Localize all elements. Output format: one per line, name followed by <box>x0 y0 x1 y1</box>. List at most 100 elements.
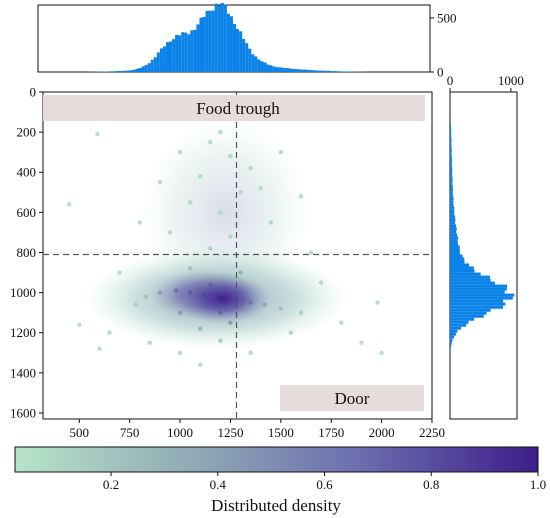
top-histogram-bar <box>293 69 297 72</box>
x-tick-label: 2000 <box>369 425 395 440</box>
right-histogram-bar <box>450 287 507 291</box>
right-histogram-bar <box>450 317 475 321</box>
right-histogram-bar <box>450 314 484 318</box>
scatter-point <box>258 186 263 191</box>
right-histogram-bar <box>450 239 458 243</box>
scatter-point <box>198 326 203 331</box>
x-tick-label: 500 <box>70 425 90 440</box>
top-histogram-bar <box>166 42 170 72</box>
top-histogram-bar <box>284 68 288 72</box>
right-histogram-bar <box>450 245 460 249</box>
door-label: Door <box>335 389 370 408</box>
top-histogram-bar <box>297 69 301 72</box>
top-histogram-bar <box>141 66 145 72</box>
top-histogram-bar <box>102 71 106 72</box>
right-histogram-bar <box>450 203 454 207</box>
scatter-point <box>167 230 173 235</box>
right-histogram-bar <box>450 332 456 336</box>
top-histogram-bar <box>156 52 160 72</box>
scatter-point <box>208 140 213 145</box>
scatter-points-layer <box>67 117 384 392</box>
top-histogram-bar <box>193 29 197 72</box>
scatter-point <box>147 340 152 345</box>
top-histogram-bar <box>251 54 255 72</box>
right-histogram-bar <box>450 296 513 300</box>
right-histogram-bar <box>450 263 470 267</box>
right-histogram-bar <box>450 305 503 309</box>
right-histogram-bar <box>450 320 469 324</box>
scatter-point <box>177 350 183 355</box>
top-histogram-bar <box>196 24 200 72</box>
top-histogram-bar <box>330 71 334 72</box>
y-tick-label: 1600 <box>10 405 36 420</box>
scatter-point <box>278 150 283 155</box>
right-histogram-bar <box>450 182 453 186</box>
top-histogram-bar <box>303 69 307 72</box>
right-histogram-bar <box>450 146 452 150</box>
top-histogram-bar <box>138 68 142 72</box>
right-histogram-bar <box>450 254 463 258</box>
top-histogram-bar <box>239 31 243 72</box>
right-histogram-bar <box>450 272 481 276</box>
right-histogram-bar <box>450 257 465 261</box>
scatter-point <box>67 202 72 207</box>
top-histogram-bar <box>333 71 337 72</box>
scatter-point <box>97 346 102 351</box>
scatter-point <box>177 150 183 155</box>
top-histogram-bar <box>187 34 191 72</box>
right-histogram-bar <box>450 122 451 126</box>
scatter-point <box>228 154 233 159</box>
top-histogram-bar <box>159 48 163 72</box>
x-tick-label: 750 <box>120 425 140 440</box>
top-histogram-bar <box>226 13 230 73</box>
right-histogram-bar <box>450 131 452 135</box>
scatter-point <box>228 234 233 239</box>
top-histogram-bar <box>342 71 346 72</box>
x-tick-label: 1750 <box>318 425 344 440</box>
top-histogram-bar <box>172 39 176 72</box>
right-histogram-bar <box>450 212 455 216</box>
right-histogram-bar <box>450 194 454 198</box>
top-histogram-bar <box>315 70 319 72</box>
top-histogram-bar <box>135 68 139 72</box>
top-histogram-bar <box>281 67 285 72</box>
top-histogram-bar <box>190 30 194 72</box>
top-histogram-bar <box>184 32 188 72</box>
top-histogram-bar <box>327 70 331 72</box>
top-histogram-bar <box>208 10 212 72</box>
top-histogram-bar <box>269 65 273 72</box>
top-histogram-bar <box>260 61 264 72</box>
right-x-tick-label: 1000 <box>498 73 524 88</box>
right-histogram-bar <box>450 176 453 180</box>
top-histogram-bar <box>309 70 313 72</box>
top-histogram-bar <box>242 38 246 72</box>
y-tick-label: 1000 <box>10 285 36 300</box>
right-histogram-bar <box>450 266 474 270</box>
scatter-point <box>298 194 304 199</box>
top-histogram-bar <box>300 69 304 72</box>
scatter-point <box>238 190 243 195</box>
y-tick-label: 600 <box>17 205 37 220</box>
right-histogram-bar <box>450 290 505 294</box>
top-histogram-bar <box>217 5 221 72</box>
scatter-point <box>198 174 203 179</box>
right-histogram-bar <box>450 227 457 231</box>
colorbar-tick-label: 0.8 <box>423 477 439 492</box>
main-y-axis: 0 200 400 600 800 1000 1200 1400 1600 <box>10 85 43 420</box>
right-x-tick-label: 0 <box>447 73 454 88</box>
right-histogram-x-axis: 0 1000 <box>447 73 524 92</box>
y-tick-label: 800 <box>17 245 37 260</box>
top-histogram-bar <box>348 71 352 72</box>
right-histogram-bar <box>450 323 467 327</box>
top-y-tick-label: 500 <box>437 10 457 25</box>
top-histogram-bar <box>120 70 124 72</box>
top-histogram-bar <box>223 4 227 73</box>
scatter-point <box>318 280 324 285</box>
top-histogram-bar <box>199 17 203 73</box>
right-histogram-bar <box>450 293 515 297</box>
scatter-point <box>137 220 142 225</box>
right-histogram-bar <box>450 125 451 129</box>
scatter-point <box>288 330 294 335</box>
scatter-point <box>375 300 380 305</box>
top-histogram-bar <box>266 64 270 72</box>
